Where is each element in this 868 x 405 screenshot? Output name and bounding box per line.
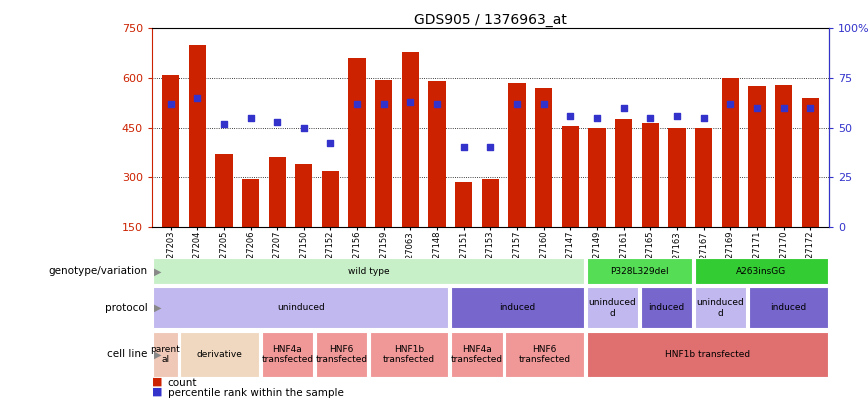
- Text: HNF6
transfected: HNF6 transfected: [315, 345, 367, 364]
- Bar: [375, 80, 392, 227]
- Point: [563, 113, 577, 119]
- Bar: [505, 332, 584, 377]
- Bar: [154, 287, 449, 328]
- Text: HNF1b transfected: HNF1b transfected: [665, 350, 750, 359]
- Bar: [451, 287, 584, 328]
- Point: [670, 113, 684, 119]
- Text: HNF4a
transfected: HNF4a transfected: [450, 345, 503, 364]
- Text: parent
al: parent al: [150, 345, 181, 364]
- Bar: [802, 98, 819, 227]
- Bar: [455, 182, 472, 227]
- Point: [217, 120, 231, 127]
- Bar: [295, 164, 312, 227]
- Text: induced: induced: [770, 303, 806, 312]
- Title: GDS905 / 1376963_at: GDS905 / 1376963_at: [414, 13, 567, 27]
- Text: ■: ■: [152, 377, 162, 387]
- Point: [457, 144, 470, 151]
- Bar: [775, 85, 792, 227]
- Bar: [154, 258, 584, 284]
- Bar: [429, 81, 446, 227]
- Point: [536, 100, 550, 107]
- Point: [404, 98, 418, 105]
- Text: induced: induced: [648, 303, 685, 312]
- Bar: [695, 287, 746, 328]
- Point: [270, 118, 284, 125]
- Bar: [482, 179, 499, 227]
- Text: HNF4a
transfected: HNF4a transfected: [261, 345, 313, 364]
- Text: induced: induced: [499, 303, 536, 312]
- Text: A263insGG: A263insGG: [736, 267, 786, 276]
- Bar: [451, 332, 503, 377]
- Bar: [587, 258, 692, 284]
- Text: ■: ■: [152, 387, 162, 397]
- Point: [590, 114, 604, 121]
- Bar: [589, 128, 606, 227]
- Text: percentile rank within the sample: percentile rank within the sample: [168, 388, 344, 398]
- Bar: [154, 332, 178, 377]
- Bar: [535, 88, 552, 227]
- Bar: [188, 45, 206, 227]
- Text: cell line: cell line: [107, 350, 148, 359]
- Bar: [615, 119, 633, 227]
- Bar: [215, 154, 233, 227]
- Text: derivative: derivative: [197, 350, 242, 359]
- Point: [510, 100, 524, 107]
- Bar: [268, 157, 286, 227]
- Point: [297, 124, 311, 131]
- Text: wild type: wild type: [348, 267, 390, 276]
- Point: [163, 100, 177, 107]
- Bar: [370, 332, 449, 377]
- Text: uninduced
d: uninduced d: [697, 298, 745, 318]
- Bar: [261, 332, 313, 377]
- Point: [324, 140, 338, 147]
- Point: [377, 100, 391, 107]
- Text: HNF1b
transfected: HNF1b transfected: [383, 345, 435, 364]
- Text: genotype/variation: genotype/variation: [49, 266, 148, 276]
- Bar: [695, 258, 827, 284]
- Text: count: count: [168, 378, 197, 388]
- Text: protocol: protocol: [105, 303, 148, 313]
- Point: [804, 104, 818, 111]
- Bar: [242, 179, 260, 227]
- Bar: [316, 332, 367, 377]
- Bar: [641, 123, 659, 227]
- Point: [483, 144, 497, 151]
- Bar: [749, 287, 827, 328]
- Bar: [322, 171, 339, 227]
- Point: [643, 114, 657, 121]
- Bar: [162, 75, 179, 227]
- Text: ▶: ▶: [154, 303, 161, 313]
- Point: [350, 100, 364, 107]
- Bar: [641, 287, 692, 328]
- Bar: [509, 83, 526, 227]
- Text: ▶: ▶: [154, 350, 161, 359]
- Bar: [181, 332, 259, 377]
- Point: [431, 100, 444, 107]
- Bar: [587, 332, 827, 377]
- Point: [697, 114, 711, 121]
- Bar: [668, 128, 686, 227]
- Bar: [348, 58, 365, 227]
- Text: P328L329del: P328L329del: [610, 267, 668, 276]
- Text: uninduced
d: uninduced d: [589, 298, 636, 318]
- Bar: [721, 78, 739, 227]
- Bar: [402, 51, 419, 227]
- Point: [617, 104, 631, 111]
- Point: [190, 95, 204, 101]
- Text: ▶: ▶: [154, 266, 161, 276]
- Text: HNF6
transfected: HNF6 transfected: [518, 345, 570, 364]
- Point: [777, 104, 791, 111]
- Point: [750, 104, 764, 111]
- Bar: [748, 86, 766, 227]
- Point: [244, 114, 258, 121]
- Point: [723, 100, 737, 107]
- Bar: [587, 287, 638, 328]
- Bar: [562, 126, 579, 227]
- Text: uninduced: uninduced: [277, 303, 325, 312]
- Bar: [695, 128, 713, 227]
